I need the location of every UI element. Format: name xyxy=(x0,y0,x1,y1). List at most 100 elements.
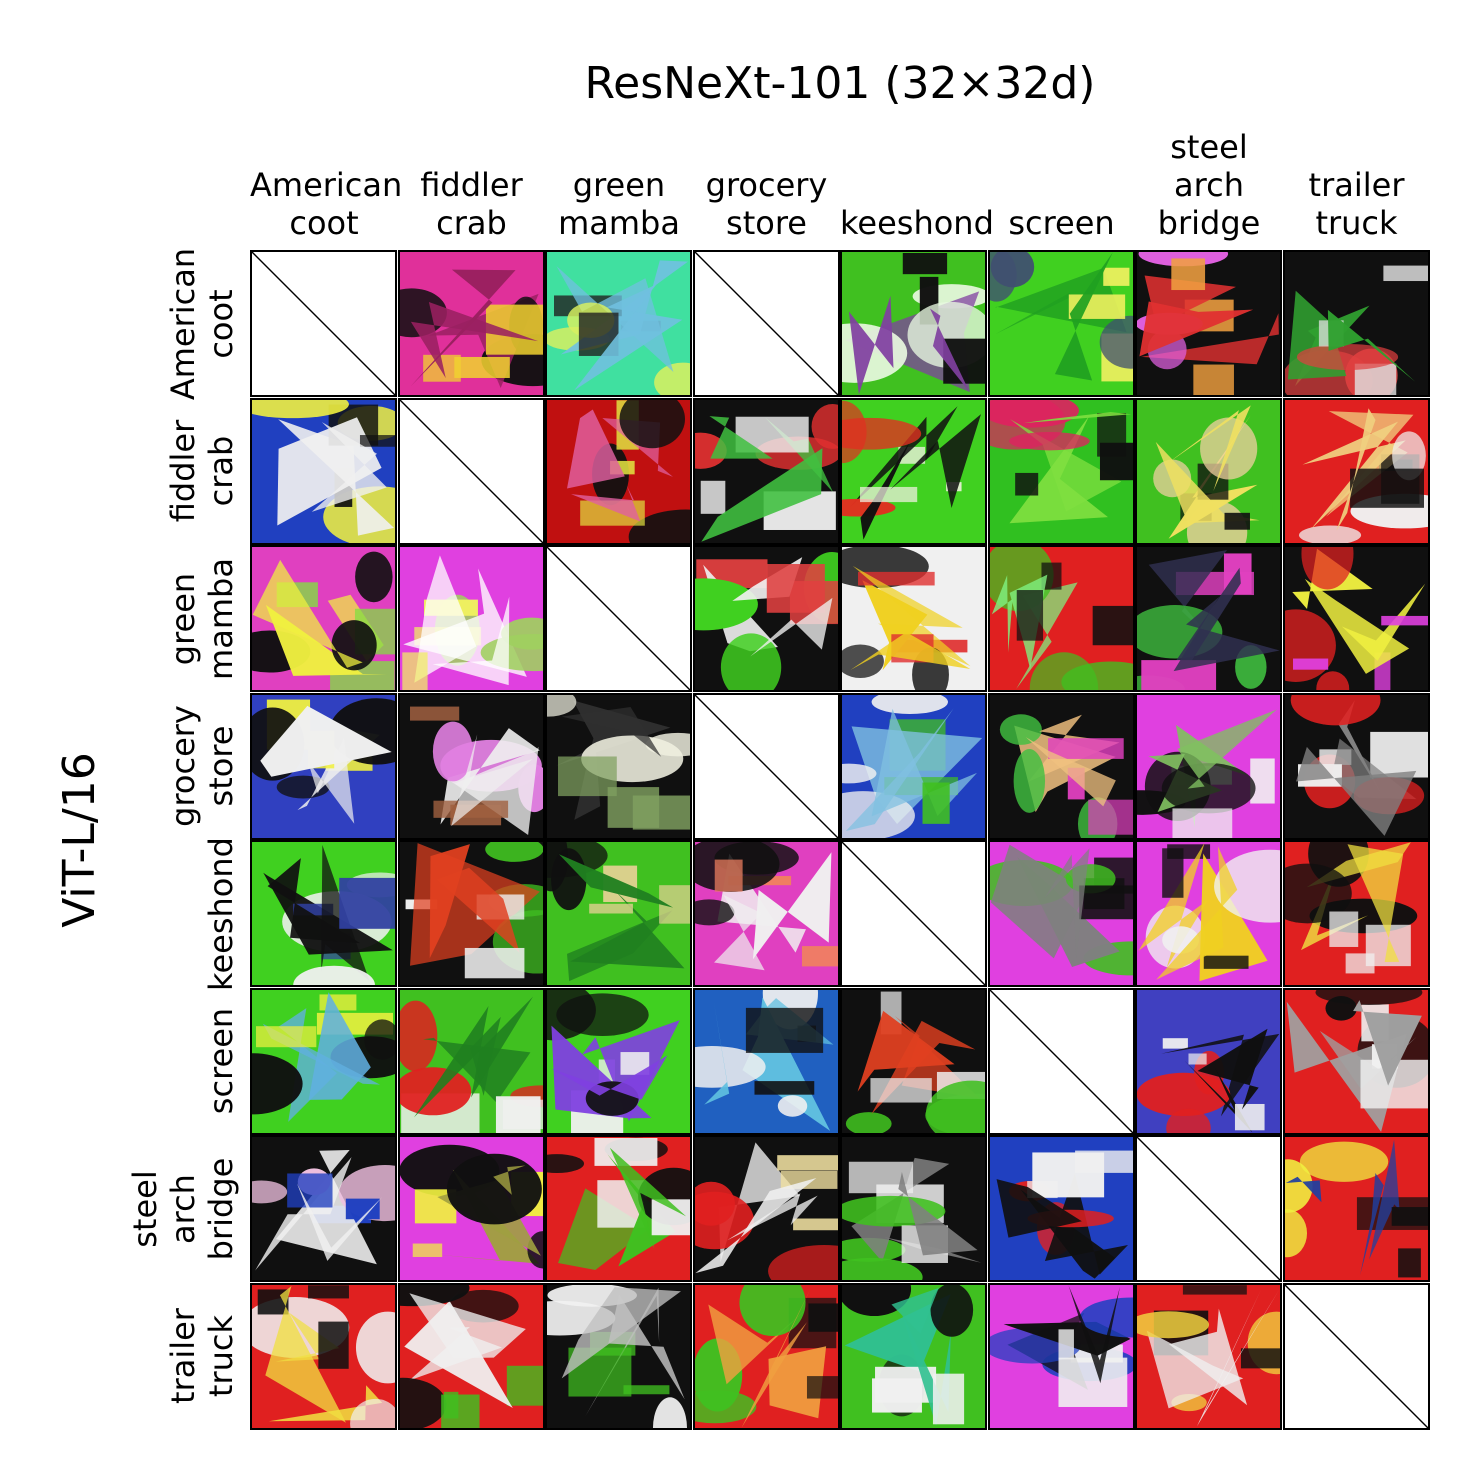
image-blob xyxy=(252,559,363,668)
row-label-line: American xyxy=(164,247,202,400)
image-blob xyxy=(1022,411,1131,423)
image-blob xyxy=(1060,661,1133,690)
generated-image xyxy=(397,987,545,1135)
diagonal-line xyxy=(694,694,838,838)
empty-cell xyxy=(545,545,692,692)
image-blob xyxy=(1359,1173,1384,1276)
generated-image xyxy=(840,545,987,692)
image-blob xyxy=(996,1179,1082,1238)
image-blob xyxy=(1296,343,1398,370)
image-blob xyxy=(842,417,922,450)
generated-image xyxy=(397,692,545,840)
image-blob xyxy=(1397,1248,1421,1278)
image-blob xyxy=(1167,404,1251,491)
image-blob xyxy=(1079,1296,1133,1337)
image-blob xyxy=(1304,578,1409,674)
image-blob xyxy=(767,1244,838,1280)
image-blob xyxy=(1368,1139,1400,1260)
image-blob xyxy=(567,408,625,489)
image-blob xyxy=(252,1052,303,1114)
image-blob xyxy=(359,434,395,447)
image-blob xyxy=(842,644,884,678)
image-blob xyxy=(1156,846,1238,980)
generated-image xyxy=(250,397,397,545)
image-blob xyxy=(1352,999,1422,1086)
generated-image xyxy=(987,840,1135,987)
image-blob xyxy=(999,713,1042,745)
column-label: keeshond xyxy=(840,204,994,242)
diagonal-line xyxy=(252,252,395,395)
column-label: grocery store xyxy=(693,166,841,242)
generated-image xyxy=(840,692,987,840)
image-blob xyxy=(1043,848,1090,961)
image-blob xyxy=(558,1188,650,1270)
image-blob xyxy=(450,733,533,826)
image-grid xyxy=(250,250,1430,1430)
image-blob xyxy=(620,1051,650,1075)
image-blob xyxy=(1014,472,1038,496)
generated-image xyxy=(1135,692,1282,840)
image-blob xyxy=(429,844,470,959)
row-label: green mamba xyxy=(164,558,240,680)
generated-image xyxy=(692,545,840,692)
image-blob xyxy=(891,1286,939,1334)
image-blob xyxy=(1349,468,1424,508)
generated-image xyxy=(545,397,692,545)
column-label-line: steel xyxy=(1170,128,1248,166)
image-blob xyxy=(1203,955,1249,969)
image-blob xyxy=(1188,1052,1207,1065)
row-label: trailer truck xyxy=(164,1308,240,1404)
image-blob xyxy=(738,1284,806,1336)
image-blob xyxy=(1299,1141,1388,1182)
generated-image xyxy=(1282,692,1430,840)
image-blob xyxy=(842,1284,912,1316)
row-label-line: store xyxy=(202,725,240,807)
image-blob xyxy=(308,1284,349,1298)
image-blob xyxy=(339,877,395,929)
image-blob xyxy=(1009,418,1121,512)
generated-image xyxy=(250,545,397,692)
image-blob xyxy=(694,899,734,926)
image-blob xyxy=(594,1138,658,1166)
row-label-line: truck xyxy=(202,1315,240,1398)
column-label-line: fiddler xyxy=(420,166,523,204)
column-label: steel arch bridge xyxy=(1135,128,1283,242)
image-blob xyxy=(252,1180,288,1204)
image-blob xyxy=(265,1285,346,1423)
image-blob xyxy=(870,1077,932,1103)
row-label-line: coot xyxy=(202,289,240,359)
generated-image xyxy=(545,250,692,397)
image-blob xyxy=(1284,1159,1313,1213)
image-blob xyxy=(559,854,674,908)
image-blob xyxy=(1285,1176,1321,1203)
image-blob xyxy=(355,551,393,603)
generated-image xyxy=(1135,1282,1282,1430)
image-blob xyxy=(619,399,685,448)
image-blob xyxy=(561,706,662,757)
image-blob xyxy=(720,633,781,690)
image-blob xyxy=(278,418,394,536)
image-blob xyxy=(265,604,388,676)
image-blob xyxy=(609,1147,687,1249)
image-blob xyxy=(439,727,540,825)
image-blob xyxy=(506,1365,543,1406)
row-label-line: arch xyxy=(164,1173,202,1244)
diagonal-line xyxy=(842,842,985,985)
image-blob xyxy=(1139,301,1254,357)
image-blob xyxy=(1298,525,1361,543)
image-blob xyxy=(623,1384,670,1394)
image-blob xyxy=(694,1178,816,1274)
image-blob xyxy=(694,1045,766,1088)
image-blob xyxy=(807,1302,838,1332)
image-blob xyxy=(890,413,981,508)
image-blob xyxy=(1369,731,1428,778)
row-label-line: crab xyxy=(202,435,240,507)
image-blob xyxy=(1335,407,1376,531)
image-blob xyxy=(1099,315,1133,369)
image-blob xyxy=(1250,757,1275,804)
row-label-line: fiddler xyxy=(164,419,202,523)
image-blob xyxy=(1301,421,1406,529)
image-blob xyxy=(287,1173,333,1208)
row-label-line: grocery xyxy=(164,705,202,828)
image-blob xyxy=(842,763,877,783)
